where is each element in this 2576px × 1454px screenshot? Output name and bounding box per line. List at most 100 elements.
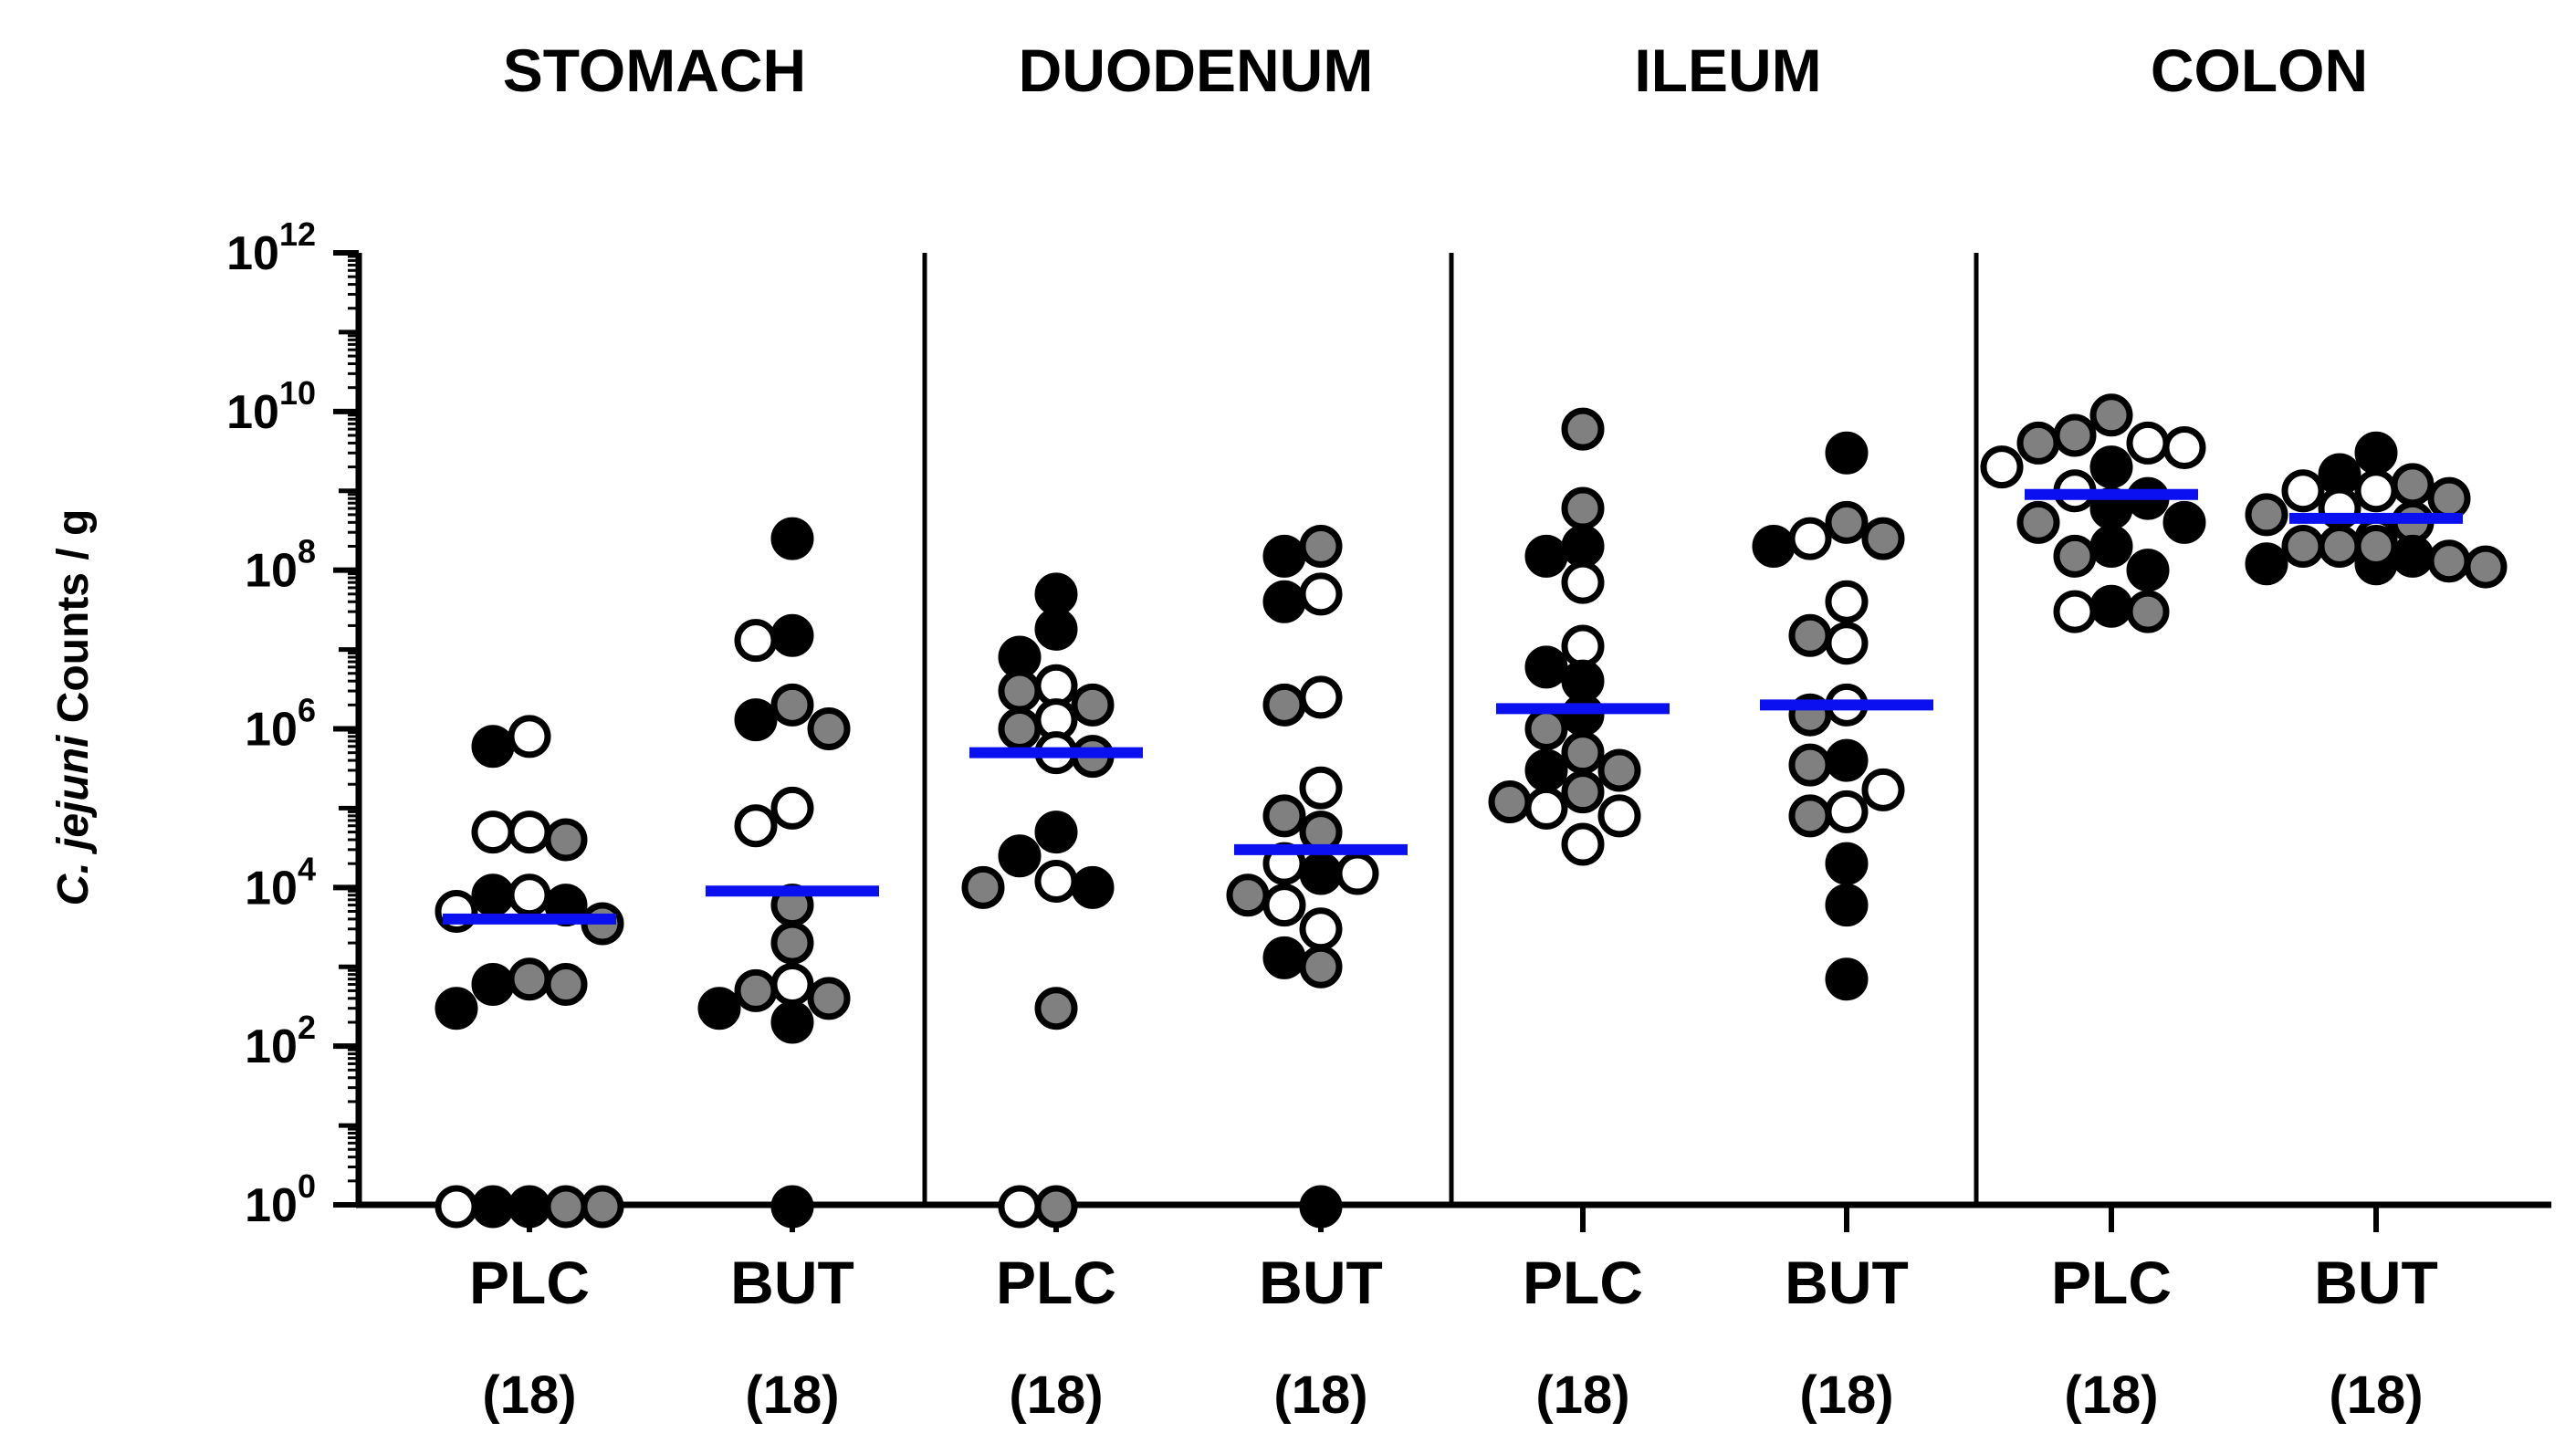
- data-point: [1561, 486, 1605, 530]
- data-point: [1034, 859, 1078, 903]
- y-tick-label: 102: [245, 1009, 316, 1073]
- data-point: [770, 921, 814, 965]
- data-point: [1034, 987, 1078, 1030]
- data-point: [1262, 794, 1306, 838]
- data-point: [1299, 907, 1343, 951]
- data-point: [581, 1185, 624, 1229]
- data-point: [508, 811, 551, 854]
- category-label: BUT: [1259, 1249, 1383, 1316]
- data-point: [1524, 786, 1568, 830]
- data-point: [770, 963, 814, 1007]
- data-point: [2162, 500, 2206, 544]
- y-tick-label: 1010: [226, 374, 316, 439]
- data-point: [1825, 738, 1869, 782]
- data-point: [1299, 852, 1343, 895]
- data-point: [1262, 580, 1306, 623]
- data-point: [435, 1185, 478, 1229]
- data-point: [734, 698, 778, 742]
- data-point: [1262, 534, 1306, 578]
- data-point: [1561, 560, 1605, 604]
- data-point: [1861, 768, 1905, 811]
- data-point: [1788, 794, 1832, 838]
- data-point: [998, 834, 1042, 878]
- y-tick-exponent: 8: [298, 533, 316, 570]
- y-tick-exponent: 10: [279, 374, 316, 412]
- data-point: [2354, 431, 2398, 475]
- point-layer: [435, 393, 2508, 1229]
- data-point: [1597, 748, 1641, 792]
- data-point: [435, 987, 478, 1030]
- category-n-label: (18): [482, 1365, 576, 1425]
- data-point: [1861, 517, 1905, 560]
- group-title-layer: STOMACH DUODENUM ILEUM COLON: [503, 37, 2368, 104]
- data-point: [1561, 770, 1605, 814]
- data-point: [807, 977, 851, 1020]
- y-tick-base: 10: [245, 1020, 298, 1073]
- data-point: [697, 987, 741, 1030]
- category-label: BUT: [1785, 1249, 1909, 1316]
- y-axis-label: C. jejuni Counts / g: [49, 509, 98, 906]
- data-point: [1524, 645, 1568, 689]
- data-point: [471, 811, 515, 854]
- data-point: [1980, 445, 2024, 489]
- y-tick-label: 1012: [226, 215, 316, 280]
- data-point: [1071, 683, 1115, 727]
- data-point: [998, 707, 1042, 750]
- data-point: [1825, 842, 1869, 885]
- data-point: [770, 517, 814, 560]
- data-point: [770, 1185, 814, 1229]
- y-tick-label: 104: [245, 850, 316, 915]
- y-tick-exponent: 2: [298, 1009, 316, 1046]
- data-point: [2053, 590, 2097, 633]
- y-tick-label: 100: [245, 1167, 316, 1232]
- category-label: BUT: [2314, 1249, 2438, 1316]
- category-n-label: (18): [1535, 1365, 1629, 1425]
- data-point: [2126, 421, 2170, 465]
- data-point: [1561, 822, 1605, 866]
- data-point: [2016, 500, 2060, 544]
- data-point: [2427, 476, 2471, 520]
- data-point: [1825, 500, 1869, 544]
- y-axis-label-rest: Counts / g: [49, 509, 98, 736]
- group-title: ILEUM: [1634, 37, 1821, 104]
- y-tick-exponent: 0: [298, 1167, 316, 1205]
- data-point: [2089, 393, 2133, 437]
- data-point: [770, 786, 814, 830]
- y-tick-exponent: 4: [298, 850, 316, 887]
- data-point: [1561, 693, 1605, 737]
- median-layer: [443, 488, 2463, 925]
- data-point: [1299, 572, 1343, 616]
- data-point: [544, 818, 588, 862]
- data-point: [998, 1185, 1042, 1229]
- data-point: [1071, 865, 1115, 909]
- category-label: PLC: [1523, 1249, 1643, 1316]
- data-point: [1788, 743, 1832, 787]
- data-point: [1524, 748, 1568, 792]
- data-point: [1561, 624, 1605, 668]
- data-point: [2089, 525, 2133, 569]
- data-point: [1561, 407, 1605, 451]
- category-label: PLC: [2051, 1249, 2172, 1316]
- data-point: [770, 683, 814, 727]
- data-point: [961, 865, 1005, 909]
- data-point: [2053, 413, 2097, 457]
- data-point: [508, 1185, 551, 1229]
- data-point: [1034, 1185, 1078, 1229]
- data-point: [508, 715, 551, 758]
- data-point: [1299, 766, 1343, 810]
- data-point: [1299, 675, 1343, 719]
- category-n-label: (18): [745, 1365, 839, 1425]
- category-n-label: (18): [2064, 1365, 2158, 1425]
- data-point: [1825, 957, 1869, 1001]
- data-point: [1788, 517, 1832, 560]
- y-tick-base: 10: [245, 1179, 298, 1232]
- data-point: [1299, 1185, 1343, 1229]
- data-point: [544, 963, 588, 1007]
- category-label: PLC: [996, 1249, 1116, 1316]
- data-point: [807, 707, 851, 750]
- data-point: [770, 613, 814, 657]
- data-point: [2354, 525, 2398, 569]
- data-point: [1597, 794, 1641, 838]
- data-point: [1226, 873, 1270, 917]
- category-label-layer: PLC (18) BUT (18) PLC (18) BUT (18) PLC (18) BUT (1…: [469, 1249, 2438, 1425]
